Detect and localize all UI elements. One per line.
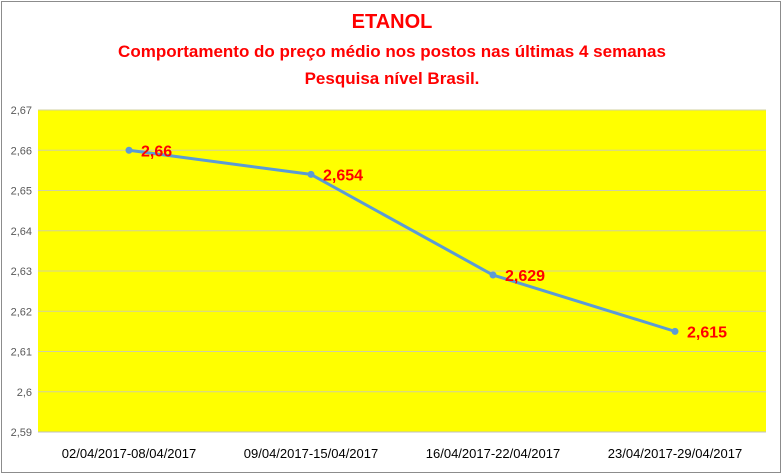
x-tick-label: 02/04/2017-08/04/2017: [62, 446, 196, 461]
y-tick-label: 2,64: [11, 226, 32, 238]
y-tick-label: 2,67: [11, 105, 32, 117]
x-tick-label: 16/04/2017-22/04/2017: [426, 446, 560, 461]
chart-subtitle-2: Pesquisa nível Brasil.: [304, 69, 480, 88]
y-tick-label: 2,65: [11, 186, 32, 198]
data-point: [125, 146, 133, 154]
y-tick-label: 2,61: [11, 347, 32, 359]
chart-subtitle: Comportamento do preço médio nos postos …: [118, 42, 666, 61]
y-tick-label: 2,62: [11, 306, 32, 318]
data-point: [671, 327, 679, 335]
data-label: 2,654: [323, 167, 363, 184]
data-label: 2,615: [687, 324, 727, 341]
data-label: 2,66: [141, 143, 172, 160]
data-label: 2,629: [505, 268, 545, 285]
y-tick-label: 2,63: [11, 266, 32, 278]
chart-title: ETANOL: [351, 11, 433, 33]
data-point: [307, 170, 315, 178]
x-tick-label: 23/04/2017-29/04/2017: [608, 446, 742, 461]
x-tick-label: 09/04/2017-15/04/2017: [244, 446, 378, 461]
series-line: [128, 148, 676, 333]
data-point: [489, 271, 497, 279]
y-tick-label: 2,66: [11, 145, 32, 157]
y-tick-label: 2,6: [17, 387, 32, 399]
y-tick-label: 2,59: [11, 427, 32, 439]
